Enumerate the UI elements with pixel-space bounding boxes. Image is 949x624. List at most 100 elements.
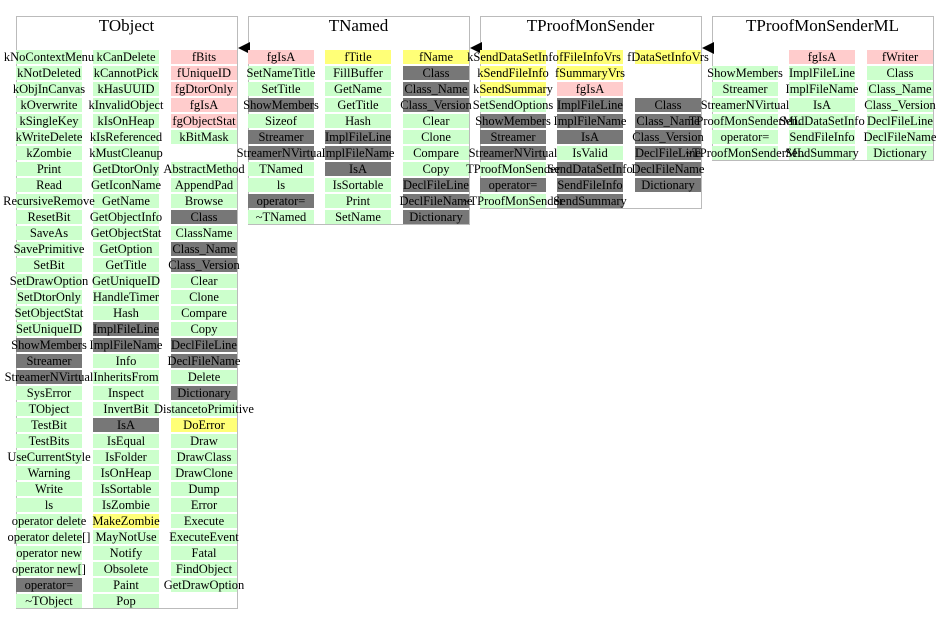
member-label: Streamer — [258, 130, 304, 144]
member-label: ImplFileLine — [557, 98, 623, 112]
member-cell — [789, 146, 855, 160]
member-label: IsSortable — [101, 482, 152, 496]
member-label: Class_Name — [172, 242, 236, 256]
member-label: FindObject — [176, 562, 233, 576]
member-cell — [171, 290, 237, 304]
member-label: ImplFileName — [786, 82, 859, 96]
member-cell — [557, 82, 623, 96]
member-label: ImplFileName — [90, 338, 163, 352]
member-cell — [325, 98, 391, 112]
member-cell — [16, 562, 82, 576]
member-label: Inspect — [108, 386, 145, 400]
member-label: Class_Name — [404, 82, 468, 96]
member-cell — [557, 178, 623, 192]
member-cell — [16, 498, 82, 512]
member-cell — [16, 466, 82, 480]
member-cell — [171, 578, 237, 592]
member-cell — [403, 146, 469, 160]
member-cell — [171, 322, 237, 336]
member-cell — [557, 114, 623, 128]
member-cell — [248, 162, 314, 176]
member-cell — [16, 370, 82, 384]
member-cell — [403, 66, 469, 80]
member-label: operator= — [721, 130, 770, 144]
member-cell — [403, 210, 469, 224]
member-cell — [93, 130, 159, 144]
member-label: operator new — [16, 546, 82, 560]
member-label: Class_Name — [636, 114, 700, 128]
member-cell — [480, 98, 546, 112]
member-label: UseCurrentStyle — [7, 450, 91, 464]
member-label: DistancetoPrimitive — [154, 402, 254, 416]
member-label: ImplFileLine — [325, 130, 391, 144]
member-label: IsA — [117, 418, 135, 432]
class-title: TProofMonSender — [527, 16, 655, 35]
member-cell — [867, 50, 933, 64]
member-cell — [171, 162, 237, 176]
member-label: SetSendOptions — [473, 98, 554, 112]
member-cell — [248, 114, 314, 128]
member-cell — [789, 114, 855, 128]
member-cell — [16, 530, 82, 544]
member-label: operator= — [25, 578, 74, 592]
member-label: DoError — [183, 418, 225, 432]
member-cell — [403, 82, 469, 96]
member-cell — [789, 98, 855, 112]
member-label: fUniqueID — [177, 66, 231, 80]
member-cell — [93, 226, 159, 240]
member-cell — [712, 130, 778, 144]
member-cell — [325, 194, 391, 208]
member-cell — [93, 578, 159, 592]
member-cell — [635, 162, 701, 176]
member-label: Paint — [113, 578, 139, 592]
member-label: kIsReferenced — [90, 130, 163, 144]
member-label: Info — [116, 354, 137, 368]
member-label: kMustCleanup — [89, 146, 163, 160]
member-cell — [171, 50, 237, 64]
member-cell — [93, 354, 159, 368]
member-cell — [93, 162, 159, 176]
member-cell — [171, 274, 237, 288]
member-label: SendDataSetInfo — [547, 162, 632, 176]
member-label: ImplFileName — [322, 146, 395, 160]
labels: TObject kNoContextMenu kNotDeleted kObjInCa… — [3, 16, 937, 608]
member-label: operator delete[] — [8, 530, 91, 544]
member-cell — [325, 82, 391, 96]
member-cell — [557, 66, 623, 80]
class-title: TProofMonSenderML — [746, 16, 899, 35]
member-cell — [325, 50, 391, 64]
member-cell — [16, 306, 82, 320]
member-label: Execute — [184, 514, 225, 528]
member-label: DeclFileLine — [635, 146, 701, 160]
member-label: Dictionary — [873, 146, 927, 160]
member-cell — [93, 114, 159, 128]
member-label: Browse — [185, 194, 224, 208]
inheritance-arrow — [470, 42, 482, 54]
member-label: fgIsA — [808, 50, 836, 64]
member-label: ShowMembers — [11, 338, 87, 352]
member-cell — [635, 114, 701, 128]
member-label: operator delete — [12, 514, 87, 528]
member-cell — [16, 98, 82, 112]
member-label: StreamerNVirtual — [237, 146, 326, 160]
member-label: GetTitle — [337, 98, 379, 112]
member-label: ExecuteEvent — [169, 530, 239, 544]
member-label: DrawClass — [177, 450, 232, 464]
member-cell — [480, 82, 546, 96]
member-label: ImplFileLine — [93, 322, 159, 336]
member-label: Class — [422, 66, 449, 80]
member-label: kSendFileInfo — [477, 66, 549, 80]
member-cell — [93, 386, 159, 400]
member-label: IsSortable — [333, 178, 384, 192]
member-cell — [16, 258, 82, 272]
member-cell — [93, 178, 159, 192]
member-cell — [325, 66, 391, 80]
member-label: ImplFileName — [554, 114, 627, 128]
member-label: fDataSetInfoVrs — [627, 50, 709, 64]
member-cell — [403, 194, 469, 208]
member-label: HandleTimer — [93, 290, 160, 304]
member-label: Clone — [421, 130, 451, 144]
member-cell — [480, 162, 546, 176]
member-cell — [93, 402, 159, 416]
member-cell — [16, 546, 82, 560]
